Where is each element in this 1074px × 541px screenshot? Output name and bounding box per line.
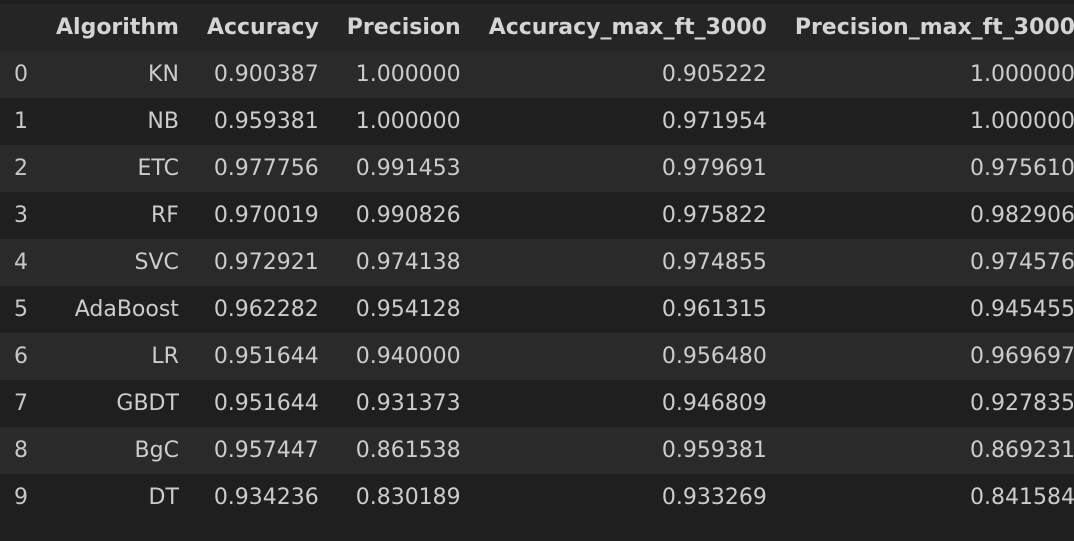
precision-cell: 0.974138	[355, 250, 461, 275]
results-table: Algorithm Accuracy Precision Accuracy_ma…	[0, 4, 1074, 521]
row-index-cell: 5	[14, 297, 28, 322]
precision-max-ft-3000-cell: 0.841584	[970, 485, 1074, 510]
algorithm-cell: NB	[147, 109, 179, 134]
precision-cell: 0.991453	[355, 156, 461, 181]
table-body: 0 KN 0.900387 1.000000 0.905222 1.000000 1 NB 0.…	[0, 51, 1074, 521]
row-index-cell: 9	[14, 485, 28, 510]
row-index-cell: 3	[14, 203, 28, 228]
accuracy-cell: 0.957447	[213, 438, 319, 463]
algorithm-cell: KN	[148, 62, 179, 87]
precision-max-ft-3000-cell: 0.974576	[970, 250, 1074, 275]
algorithm-cell: RF	[150, 203, 179, 228]
table-row: 1 NB 0.959381 1.000000 0.971954 1.000000	[0, 98, 1074, 145]
precision-max-ft-3000-header: Precision_max_ft_3000	[794, 15, 1074, 40]
accuracy-cell: 0.977756	[213, 156, 319, 181]
row-index-cell: 7	[14, 391, 28, 416]
accuracy-max-ft-3000-header: Accuracy_max_ft_3000	[488, 15, 767, 40]
precision-cell: 0.940000	[355, 344, 461, 369]
algorithm-cell: AdaBoost	[74, 297, 179, 322]
algorithm-cell: LR	[151, 344, 179, 369]
header-row: Algorithm Accuracy Precision Accuracy_ma…	[0, 4, 1074, 51]
algorithm-cell: SVC	[134, 250, 179, 275]
row-index-cell: 1	[14, 109, 28, 134]
precision-cell: 0.931373	[355, 391, 461, 416]
accuracy-cell: 0.959381	[213, 109, 319, 134]
accuracy-max-ft-3000-cell: 0.974855	[661, 250, 767, 275]
precision-max-ft-3000-cell: 0.969697	[970, 344, 1074, 369]
table-header: Algorithm Accuracy Precision Accuracy_ma…	[0, 4, 1074, 51]
table-row: 6 LR 0.951644 0.940000 0.956480 0.969697	[0, 333, 1074, 380]
accuracy-max-ft-3000-cell: 0.959381	[661, 438, 767, 463]
precision-max-ft-3000-cell: 0.869231	[970, 438, 1074, 463]
accuracy-cell: 0.972921	[213, 250, 319, 275]
accuracy-max-ft-3000-cell: 0.946809	[661, 391, 767, 416]
accuracy-header: Accuracy	[206, 15, 319, 40]
accuracy-max-ft-3000-cell: 0.961315	[661, 297, 767, 322]
accuracy-cell: 0.962282	[213, 297, 319, 322]
accuracy-max-ft-3000-cell: 0.971954	[661, 109, 767, 134]
algorithm-header: Algorithm	[56, 15, 179, 40]
accuracy-max-ft-3000-cell: 0.979691	[661, 156, 767, 181]
algorithm-cell: GBDT	[116, 391, 179, 416]
row-index-cell: 6	[14, 344, 28, 369]
row-index-cell: 8	[14, 438, 28, 463]
precision-max-ft-3000-cell: 0.975610	[970, 156, 1074, 181]
accuracy-cell: 0.934236	[213, 485, 319, 510]
algorithm-cell: DT	[148, 485, 179, 510]
row-index-cell: 2	[14, 156, 28, 181]
precision-max-ft-3000-cell: 1.000000	[970, 62, 1074, 87]
precision-max-ft-3000-cell: 0.945455	[970, 297, 1074, 322]
precision-cell: 0.954128	[355, 297, 461, 322]
table-row: 2 ETC 0.977756 0.991453 0.979691 0.975610	[0, 145, 1074, 192]
precision-cell: 1.000000	[355, 109, 461, 134]
table-row: 0 KN 0.900387 1.000000 0.905222 1.000000	[0, 51, 1074, 98]
precision-max-ft-3000-cell: 1.000000	[970, 109, 1074, 134]
table-row: 8 BgC 0.957447 0.861538 0.959381 0.869231	[0, 427, 1074, 474]
precision-cell: 1.000000	[355, 62, 461, 87]
row-index-cell: 4	[14, 250, 28, 275]
table-row: 3 RF 0.970019 0.990826 0.975822 0.982906	[0, 192, 1074, 239]
precision-cell: 0.830189	[355, 485, 461, 510]
accuracy-max-ft-3000-cell: 0.975822	[661, 203, 767, 228]
accuracy-max-ft-3000-cell: 0.956480	[661, 344, 767, 369]
table-row: 7 GBDT 0.951644 0.931373 0.946809 0.927835	[0, 380, 1074, 427]
precision-header: Precision	[346, 15, 461, 40]
row-index-cell: 0	[14, 62, 28, 87]
algorithm-cell: BgC	[134, 438, 179, 463]
accuracy-cell: 0.970019	[213, 203, 319, 228]
index-header	[0, 4, 42, 51]
accuracy-cell: 0.951644	[213, 391, 319, 416]
table-row: 5 AdaBoost 0.962282 0.954128 0.961315 0.94545…	[0, 286, 1074, 333]
accuracy-max-ft-3000-cell: 0.905222	[661, 62, 767, 87]
precision-cell: 0.861538	[355, 438, 461, 463]
accuracy-max-ft-3000-cell: 0.933269	[661, 485, 767, 510]
precision-max-ft-3000-cell: 0.982906	[970, 203, 1074, 228]
accuracy-cell: 0.900387	[213, 62, 319, 87]
table-row: 9 DT 0.934236 0.830189 0.933269 0.841584	[0, 474, 1074, 521]
accuracy-cell: 0.951644	[213, 344, 319, 369]
algorithm-cell: ETC	[137, 156, 179, 181]
table-row: 4 SVC 0.972921 0.974138 0.974855 0.974576	[0, 239, 1074, 286]
precision-max-ft-3000-cell: 0.927835	[970, 391, 1074, 416]
precision-cell: 0.990826	[355, 203, 461, 228]
